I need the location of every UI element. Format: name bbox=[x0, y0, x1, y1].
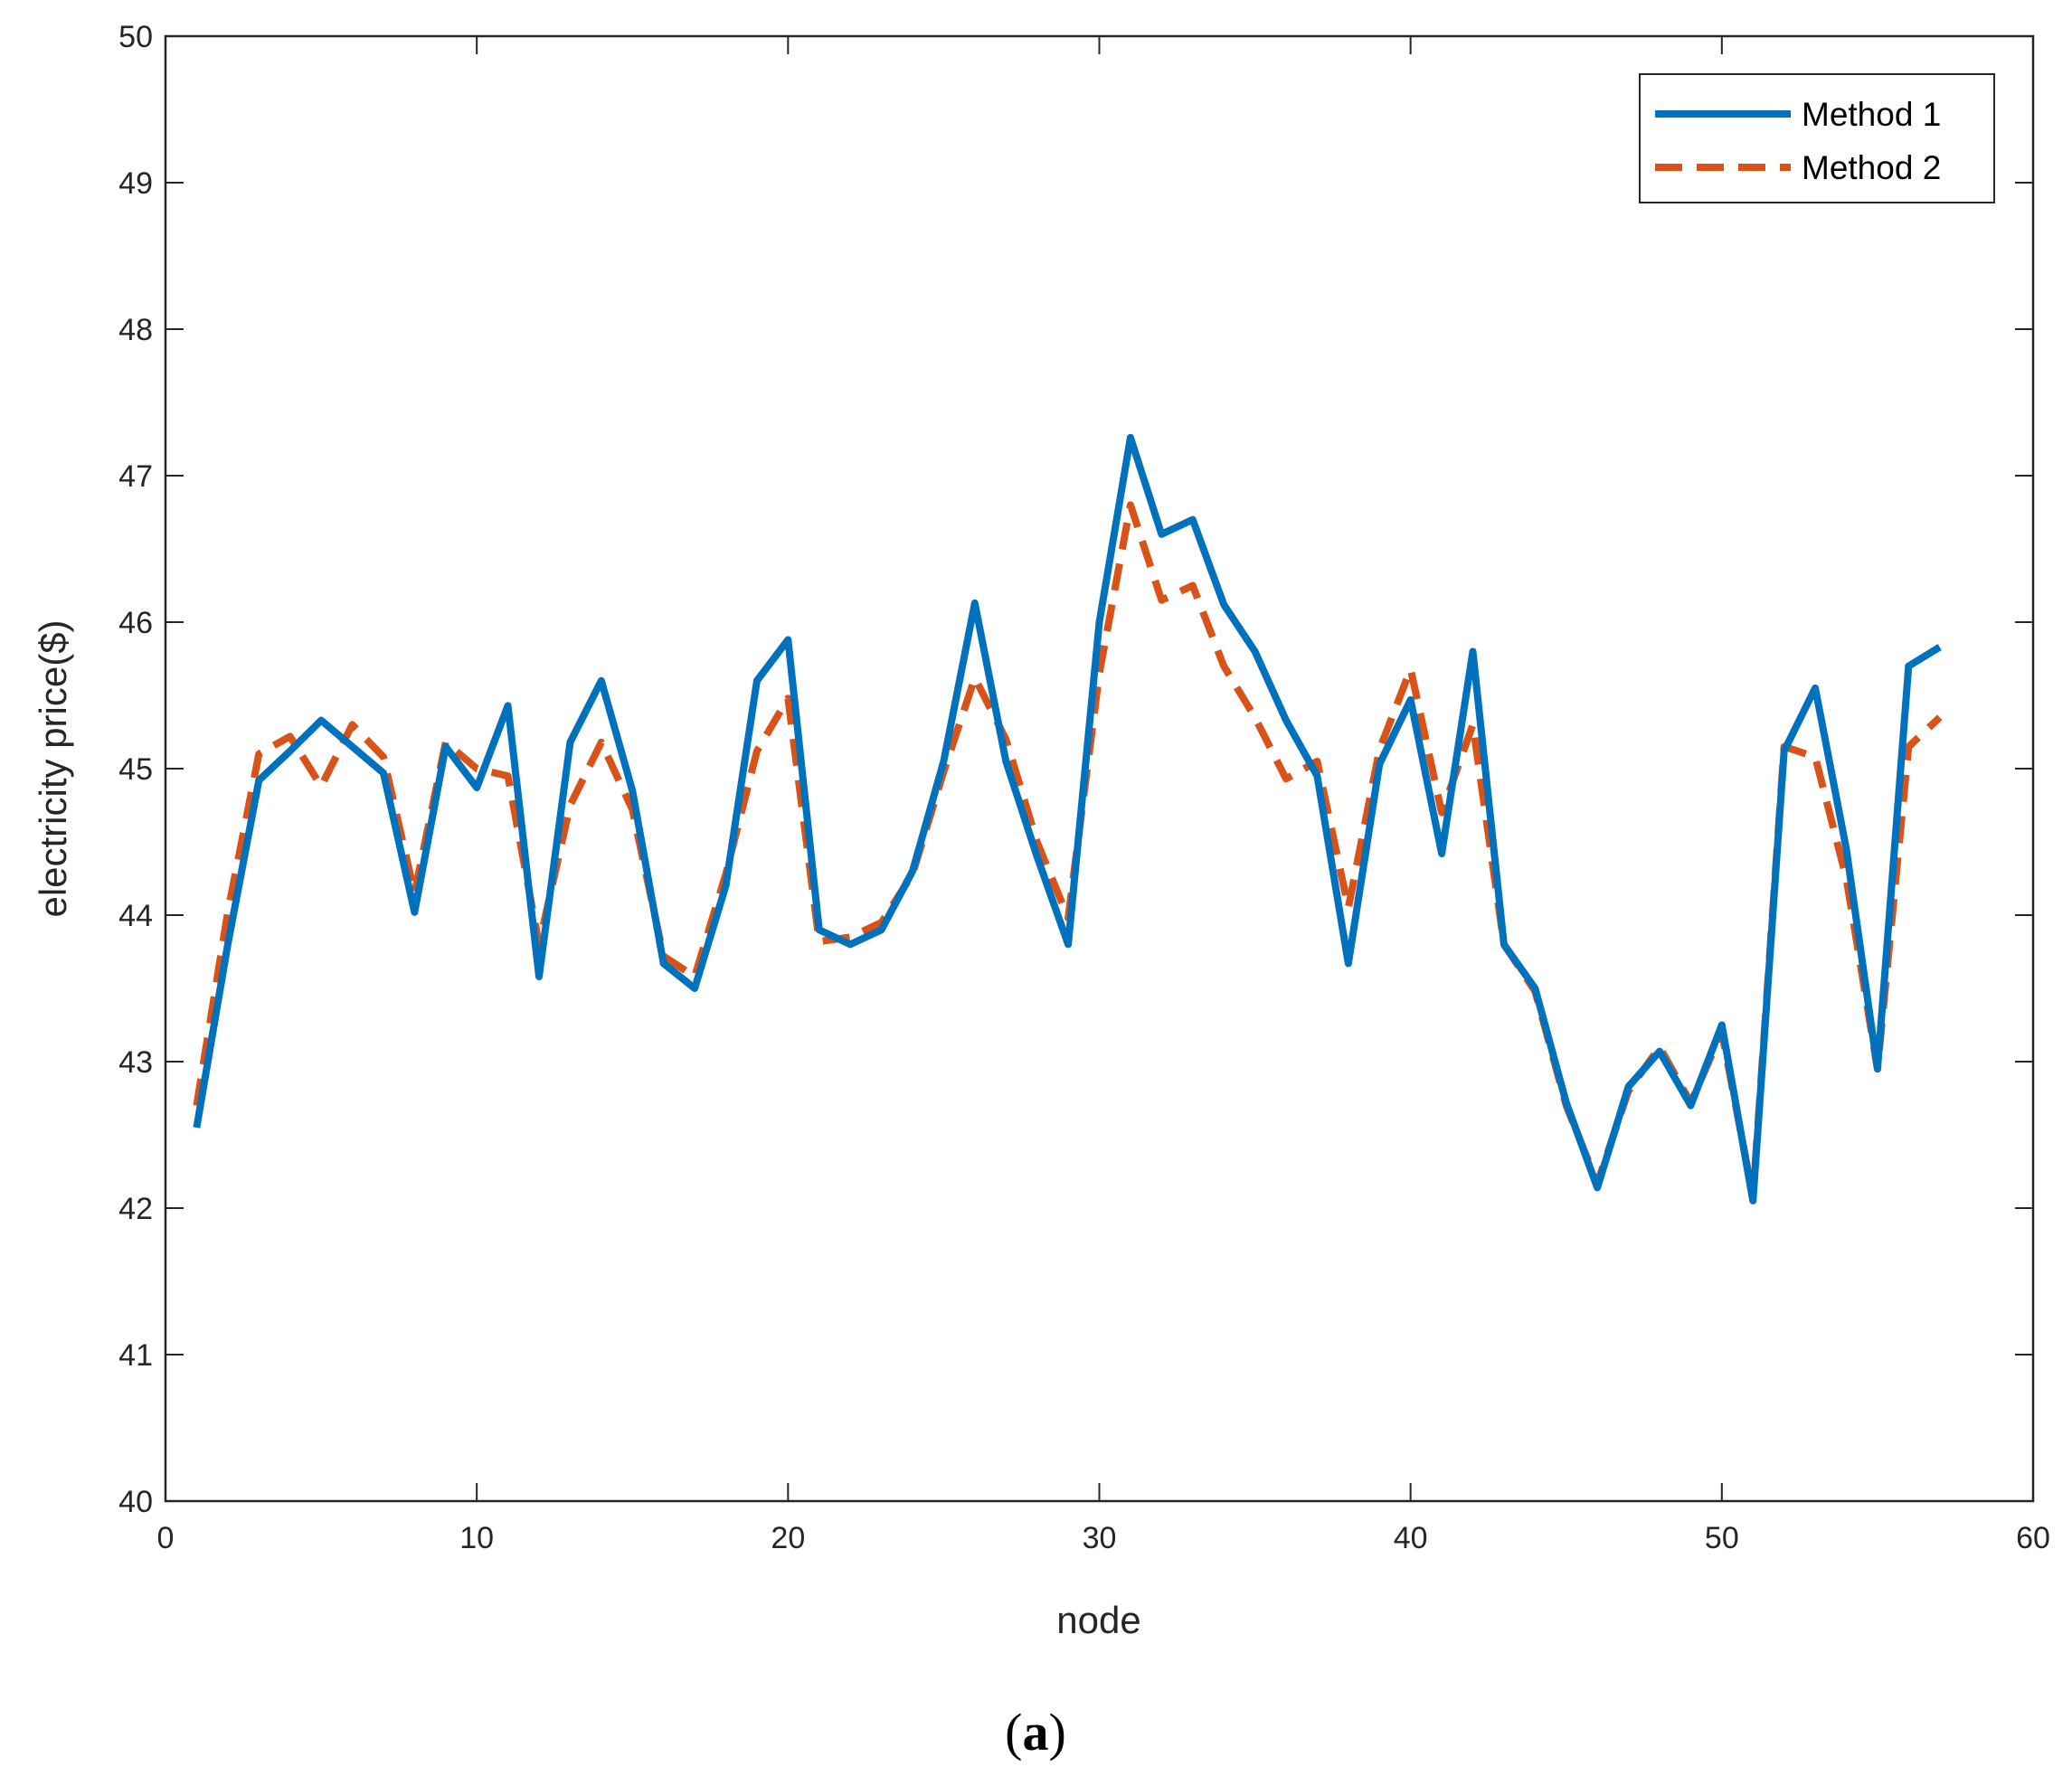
x-tick-label: 20 bbox=[771, 1521, 805, 1555]
y-tick-label: 46 bbox=[118, 606, 153, 640]
caption-close-paren: ) bbox=[1049, 1703, 1066, 1762]
y-tick-label: 41 bbox=[118, 1338, 153, 1373]
y-tick-label: 43 bbox=[118, 1045, 153, 1080]
legend-label-method-1: Method 1 bbox=[1802, 96, 1941, 133]
series-layer bbox=[193, 433, 1943, 1204]
series-line-method-1 bbox=[193, 433, 1942, 1204]
x-tick-label: 60 bbox=[2016, 1521, 2050, 1555]
legend: Method 1 Method 2 bbox=[1639, 73, 1995, 203]
y-axis-label: electricity price($) bbox=[32, 619, 74, 917]
y-tick-label: 44 bbox=[118, 899, 153, 933]
x-tick-label: 10 bbox=[459, 1521, 494, 1555]
y-tick-label: 49 bbox=[118, 166, 153, 201]
legend-label-method-2: Method 2 bbox=[1802, 149, 1941, 186]
y-tick-label: 45 bbox=[118, 752, 153, 787]
y-tick-label: 42 bbox=[118, 1192, 153, 1226]
x-tick-label: 40 bbox=[1394, 1521, 1428, 1555]
x-tick-label: 0 bbox=[157, 1521, 175, 1555]
x-tick-label: 30 bbox=[1083, 1521, 1117, 1555]
y-tick-label: 47 bbox=[118, 459, 153, 494]
plot-area bbox=[166, 36, 2033, 1501]
x-tick-label: 50 bbox=[1705, 1521, 1739, 1555]
figure-caption: (a) bbox=[1005, 1703, 1066, 1762]
y-tick-label: 50 bbox=[118, 20, 153, 54]
tick-layer: 0 10 20 30 40 50 60 40 41 42 43 44 45 46 47 48 49 50 bbox=[118, 20, 2050, 1555]
y-tick-label: 48 bbox=[118, 313, 153, 347]
x-axis-label: node bbox=[1056, 1599, 1140, 1641]
caption-open-paren: ( bbox=[1005, 1703, 1022, 1762]
caption-letter: a bbox=[1023, 1703, 1049, 1762]
legend-box bbox=[1639, 73, 1995, 203]
y-tick-label: 40 bbox=[118, 1485, 153, 1519]
